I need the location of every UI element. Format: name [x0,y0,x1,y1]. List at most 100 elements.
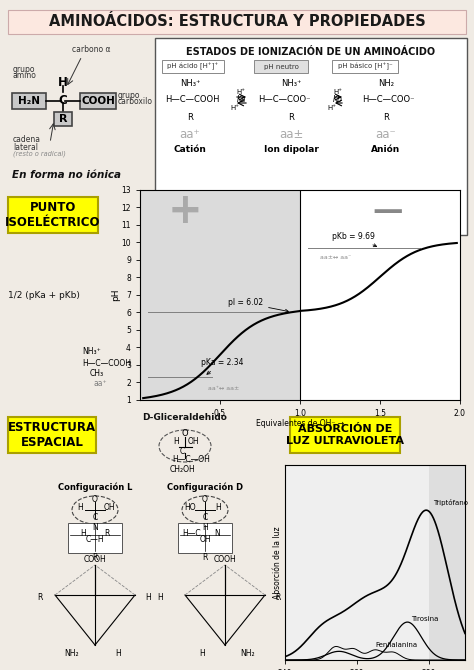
Text: R: R [288,113,294,123]
Text: aa⁺: aa⁺ [93,379,107,387]
Text: H₂N: H₂N [18,96,40,106]
Text: aa±↔ aa⁻: aa±↔ aa⁻ [319,255,351,260]
Text: COOH: COOH [81,96,115,106]
Text: ESTADOS DE IONIZACIÓN DE UN AMINOÁCIDO: ESTADOS DE IONIZACIÓN DE UN AMINOÁCIDO [186,47,436,57]
FancyBboxPatch shape [8,10,466,34]
FancyBboxPatch shape [254,60,308,73]
Text: H—C—COO⁻: H—C—COO⁻ [388,206,435,214]
Text: NH₃⁺: NH₃⁺ [82,348,101,356]
Text: aa⁻: aa⁻ [402,226,416,234]
Bar [429,465,465,660]
Text: PUNTO
ISOELÉCTRICO: PUNTO ISOELÉCTRICO [5,201,101,229]
FancyBboxPatch shape [8,197,98,233]
FancyBboxPatch shape [54,112,72,126]
Text: En forma no iónica: En forma no iónica [12,170,121,180]
Text: Kb: Kb [333,96,343,105]
FancyBboxPatch shape [178,523,232,553]
Text: pKa = 2.34: pKa = 2.34 [201,358,243,375]
Text: H: H [77,503,83,513]
Text: H—C—COO⁻: H—C—COO⁻ [258,96,310,105]
Text: grupo: grupo [118,92,140,100]
Text: H: H [215,503,221,513]
Text: aa±: aa± [316,328,332,336]
Text: H⁺: H⁺ [230,105,239,111]
Text: pI = 6.02: pI = 6.02 [228,299,288,312]
Text: NH₂: NH₂ [378,78,394,88]
Text: Ka: Ka [237,96,246,105]
Text: C: C [59,94,67,107]
Text: R: R [104,529,109,537]
FancyBboxPatch shape [290,417,400,453]
Text: Tirosina: Tirosina [411,616,438,622]
Text: H⁺: H⁺ [334,89,343,95]
Text: aa⁺↔ aa±: aa⁺↔ aa± [208,386,239,391]
Text: pH neutro: pH neutro [264,64,299,70]
Text: HO: HO [184,503,196,513]
Text: OH: OH [199,535,211,545]
Text: R: R [59,114,67,124]
Text: NH₃⁺: NH₃⁺ [310,297,329,306]
Text: H: H [58,76,68,88]
Text: Ion dipolar: Ion dipolar [264,145,319,155]
Text: R: R [202,553,208,561]
Text: carboxilo: carboxilo [118,98,153,107]
Text: R: R [37,594,43,602]
Text: Anión: Anión [371,145,401,155]
Y-axis label: pH: pH [111,289,120,302]
Text: CH₃: CH₃ [90,369,104,377]
Text: H: H [145,594,151,602]
Text: —: — [373,196,403,226]
Text: 1/2 (pKa + pKb): 1/2 (pKa + pKb) [8,291,80,299]
Text: Triptófano: Triptófano [433,499,467,507]
Text: H: H [115,649,121,657]
FancyBboxPatch shape [251,74,331,159]
Text: Catión: Catión [173,145,207,155]
Text: Configuración D: Configuración D [167,482,243,492]
Text: cadena: cadena [13,135,41,145]
Text: pH básico [H⁺]⁻: pH básico [H⁺]⁻ [337,63,392,70]
Text: C: C [179,446,185,456]
Text: ESTRUCTURA
ESPACIAL: ESTRUCTURA ESPACIAL [8,421,96,449]
Text: N: N [92,523,98,531]
Text: H—C: H—C [182,529,201,537]
Text: H: H [157,594,163,602]
Text: O: O [202,496,208,505]
FancyBboxPatch shape [80,93,116,109]
Bar [140,190,300,400]
Text: C: C [92,513,98,523]
Text: H—C—COOH: H—C—COOH [82,358,131,368]
FancyBboxPatch shape [8,417,96,453]
Text: carbono α: carbono α [72,46,110,54]
FancyBboxPatch shape [332,60,398,73]
Text: grupo: grupo [13,66,36,74]
Text: R: R [187,113,193,123]
Text: aa⁻: aa⁻ [375,129,396,141]
Text: H: H [199,649,205,657]
Text: H: H [80,529,86,537]
Text: O: O [182,429,188,438]
Text: CH₂OH: CH₂OH [170,466,196,474]
X-axis label: Equivalentes de OH⁻ →: Equivalentes de OH⁻ → [256,419,344,428]
Text: lateral: lateral [13,143,38,151]
Text: CH₃: CH₃ [313,318,327,326]
Text: Fenilalanina: Fenilalanina [375,642,417,648]
Text: NH₃⁺: NH₃⁺ [281,78,301,88]
Text: +: + [167,190,202,232]
Text: C—H: C—H [86,535,104,545]
Text: NH₂: NH₂ [64,649,79,657]
Text: NH₃⁺: NH₃⁺ [180,78,200,88]
Text: COOH: COOH [214,555,237,565]
FancyBboxPatch shape [12,93,46,109]
Text: CH₃: CH₃ [398,216,412,224]
Text: H—C—COOH: H—C—COOH [165,96,219,105]
Text: N: N [214,529,220,537]
Text: OH: OH [103,503,115,513]
FancyBboxPatch shape [162,60,224,73]
Text: pH ácido [H⁺]⁺: pH ácido [H⁺]⁺ [167,63,219,70]
Text: H—C—COO⁻: H—C—COO⁻ [303,308,350,316]
Text: D-Gliceraldehido: D-Gliceraldehido [143,413,228,423]
Text: NH₂: NH₂ [395,196,410,204]
Text: H: H [173,438,179,446]
Text: ABSORCIÓN DE
LUZ ULTRAVIOLETA: ABSORCIÓN DE LUZ ULTRAVIOLETA [286,424,404,446]
Text: R: R [92,553,98,561]
